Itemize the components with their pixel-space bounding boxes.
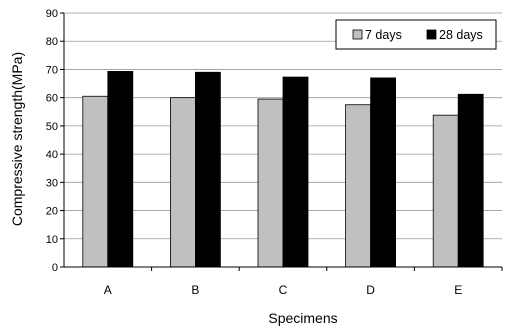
x-tick-label: B — [191, 283, 199, 297]
bar-D-7-days — [345, 104, 372, 268]
y-tick-label: 80 — [46, 36, 58, 48]
y-tick-label: 20 — [46, 206, 58, 218]
bar-A-28-days — [107, 71, 134, 268]
legend-label-28-days: 28 days — [439, 28, 483, 42]
y-tick-label: 60 — [46, 93, 58, 105]
bar-B-7-days — [169, 97, 196, 268]
bar-E-7-days — [432, 114, 459, 268]
legend-label-7-days: 7 days — [365, 28, 402, 42]
y-tick-label: 40 — [46, 149, 58, 161]
y-axis-title: Compressive strength(MPa) — [9, 52, 25, 226]
axes — [60, 12, 503, 271]
legend: 7 days 28 days — [335, 19, 497, 50]
bars — [82, 71, 484, 268]
x-tick-label: A — [104, 283, 112, 297]
x-tick-label: E — [454, 283, 462, 297]
y-tick-labels: 0 10 20 30 40 50 60 70 80 90 — [46, 8, 58, 274]
legend-swatch-28-days — [426, 29, 437, 40]
bar-E-28-days — [457, 93, 484, 268]
y-tick-label: 10 — [46, 234, 58, 246]
bar-D-28-days — [370, 77, 397, 268]
y-tick-label: 70 — [46, 64, 58, 76]
x-tick-label: C — [279, 283, 288, 297]
x-tick-labels: A B C D E — [104, 283, 462, 297]
legend-swatch-7-days — [352, 29, 363, 40]
x-tick-label: D — [366, 283, 375, 297]
legend-box — [335, 19, 497, 50]
bar-B-28-days — [194, 71, 221, 268]
y-tick-label: 0 — [52, 262, 58, 274]
x-axis-title: Specimens — [268, 310, 337, 326]
bar-A-7-days — [82, 95, 109, 268]
y-tick-label: 90 — [46, 8, 58, 20]
bar-C-7-days — [257, 98, 284, 268]
bar-C-28-days — [282, 76, 309, 268]
y-tick-label: 30 — [46, 177, 58, 189]
y-tick-label: 50 — [46, 121, 58, 133]
